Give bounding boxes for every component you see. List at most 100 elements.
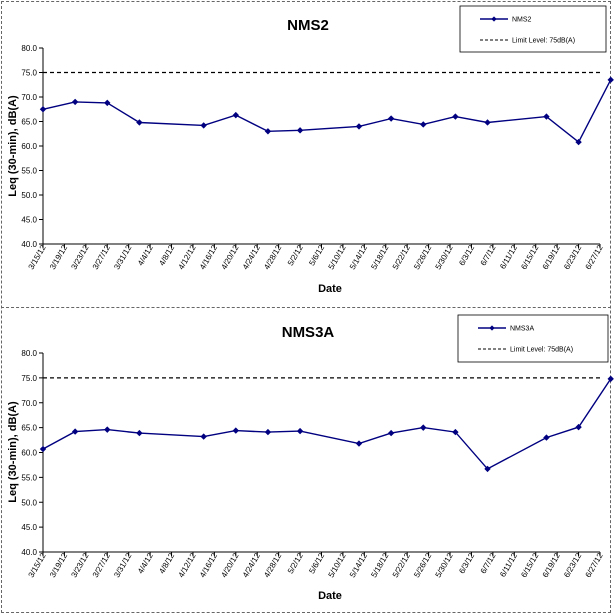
data-point — [484, 465, 491, 473]
legend-box — [457, 314, 609, 363]
x-tick-label: 5/2/12 — [286, 551, 305, 575]
x-tick-label: 3/31/12 — [112, 243, 133, 271]
y-tick-label: 45.0 — [21, 523, 37, 532]
x-axis-label: Date — [318, 590, 342, 602]
chart-divider — [1, 307, 611, 308]
y-tick-label: 80.0 — [21, 349, 37, 358]
legend-limit-label: Limit Level: 75dB(A) — [510, 347, 573, 354]
legend-series-label: NMS2 — [512, 17, 532, 24]
series-line — [42, 378, 612, 470]
legend-limit-label: Limit Level: 75dB(A) — [512, 38, 575, 45]
data-point — [264, 428, 272, 436]
x-tick-label: 3/23/12 — [69, 551, 90, 579]
data-point — [296, 127, 304, 134]
data-point — [575, 138, 582, 146]
x-tick-label: 5/30/12 — [434, 551, 455, 579]
chart-nms3a: NMS3A 40.0 45.0 50.0 55.0 60.0 65.0 70.0 75.0 80.… — [7, 314, 614, 602]
x-tick-label: 5/6/12 — [307, 551, 326, 575]
x-tick-label: 3/27/12 — [91, 551, 112, 579]
data-point — [355, 440, 363, 447]
chart-nms2: NMS2 40.0 45.0 50.0 55.0 60.0 65.0 70.0 75.0 80.0… — [7, 5, 614, 295]
x-tick-label: 5/10/12 — [327, 551, 348, 579]
x-tick-label: 4/28/12 — [262, 551, 283, 579]
x-tick-label: 6/11/12 — [498, 243, 519, 271]
data-point — [232, 111, 240, 119]
data-point — [420, 121, 427, 128]
x-tick-label: 6/15/12 — [519, 243, 540, 271]
x-tick-label: 5/2/12 — [286, 243, 305, 267]
y-tick-label: 50.0 — [21, 498, 37, 507]
legend-series-marker — [489, 325, 495, 331]
x-tick-label: 4/16/12 — [198, 551, 219, 579]
x-tick-label: 5/14/12 — [348, 551, 369, 579]
y-tick-label: 55.0 — [21, 167, 37, 176]
x-tick-label: 4/8/12 — [157, 551, 176, 575]
x-tick-label: 5/18/12 — [369, 551, 390, 579]
x-tick-label: 4/24/12 — [241, 243, 262, 271]
x-tick-label: 6/7/12 — [479, 243, 498, 267]
x-tick-label: 4/12/12 — [177, 243, 198, 271]
x-tick-label: 4/12/12 — [177, 551, 198, 579]
x-tick-label: 4/8/12 — [157, 243, 176, 267]
data-point — [71, 428, 79, 435]
data-point — [104, 99, 111, 107]
x-tick-label: 3/19/12 — [48, 243, 69, 271]
x-tick-label: 6/23/12 — [562, 243, 583, 271]
y-axis-label: Leq (30-min), dB(A) — [7, 95, 19, 197]
y-tick-label: 80.0 — [21, 44, 37, 53]
x-tick-label: 6/27/12 — [584, 551, 605, 579]
y-tick-label: 70.0 — [21, 93, 37, 102]
y-tick-label: 65.0 — [21, 424, 37, 433]
x-tick-label: 6/11/12 — [498, 551, 519, 579]
data-point — [136, 119, 143, 126]
data-point — [607, 375, 614, 383]
x-tick-label: 6/23/12 — [562, 551, 583, 579]
data-point — [387, 429, 395, 437]
y-tick-label: 60.0 — [21, 142, 37, 151]
data-point — [355, 123, 363, 130]
x-tick-label: 3/19/12 — [48, 551, 69, 579]
x-tick-label: 3/23/12 — [69, 243, 90, 271]
x-tick-label: 5/14/12 — [348, 243, 369, 271]
data-point — [200, 122, 207, 129]
y-axis-label: Leq (30-min), dB(A) — [7, 401, 19, 503]
data-point — [296, 427, 304, 435]
data-point — [607, 76, 614, 84]
x-tick-label: 6/3/12 — [457, 243, 476, 267]
y-tick-label: 60.0 — [21, 449, 37, 458]
legend-series-marker — [491, 16, 497, 22]
data-point — [104, 426, 111, 433]
y-tick-label: 65.0 — [21, 118, 37, 127]
x-tick-label: 3/27/12 — [91, 243, 112, 271]
data-point — [39, 445, 47, 453]
data-point — [71, 98, 79, 106]
x-tick-label: 4/20/12 — [219, 551, 240, 579]
y-tick-label: 50.0 — [21, 191, 37, 200]
data-point — [420, 424, 427, 431]
x-tick-label: 5/10/12 — [327, 243, 348, 271]
series-line — [42, 79, 612, 144]
data-point — [575, 423, 582, 431]
x-tick-label: 4/4/12 — [136, 551, 155, 575]
x-tick-label: 6/15/12 — [519, 551, 540, 579]
y-tick-label: 45.0 — [21, 216, 37, 225]
x-tick-label: 4/24/12 — [241, 551, 262, 579]
y-tick-label: 55.0 — [21, 473, 37, 482]
chart-title: NMS2 — [287, 17, 329, 34]
chart-title: NMS3A — [282, 324, 335, 341]
x-tick-label: 5/6/12 — [307, 243, 326, 267]
data-point — [484, 119, 491, 126]
x-tick-label: 5/26/12 — [412, 243, 433, 271]
x-tick-label: 5/26/12 — [412, 551, 433, 579]
data-point — [232, 427, 240, 434]
legend-series-label: NMS3A — [510, 326, 534, 333]
x-axis-label: Date — [318, 283, 342, 295]
data-point — [452, 428, 459, 436]
x-tick-label: 5/18/12 — [369, 243, 390, 271]
y-tick-label: 40.0 — [21, 548, 37, 557]
x-tick-label: 4/16/12 — [198, 243, 219, 271]
x-tick-label: 5/22/12 — [391, 551, 412, 579]
data-point — [452, 113, 459, 120]
data-point — [39, 106, 47, 113]
x-tick-label: 6/7/12 — [479, 551, 498, 575]
